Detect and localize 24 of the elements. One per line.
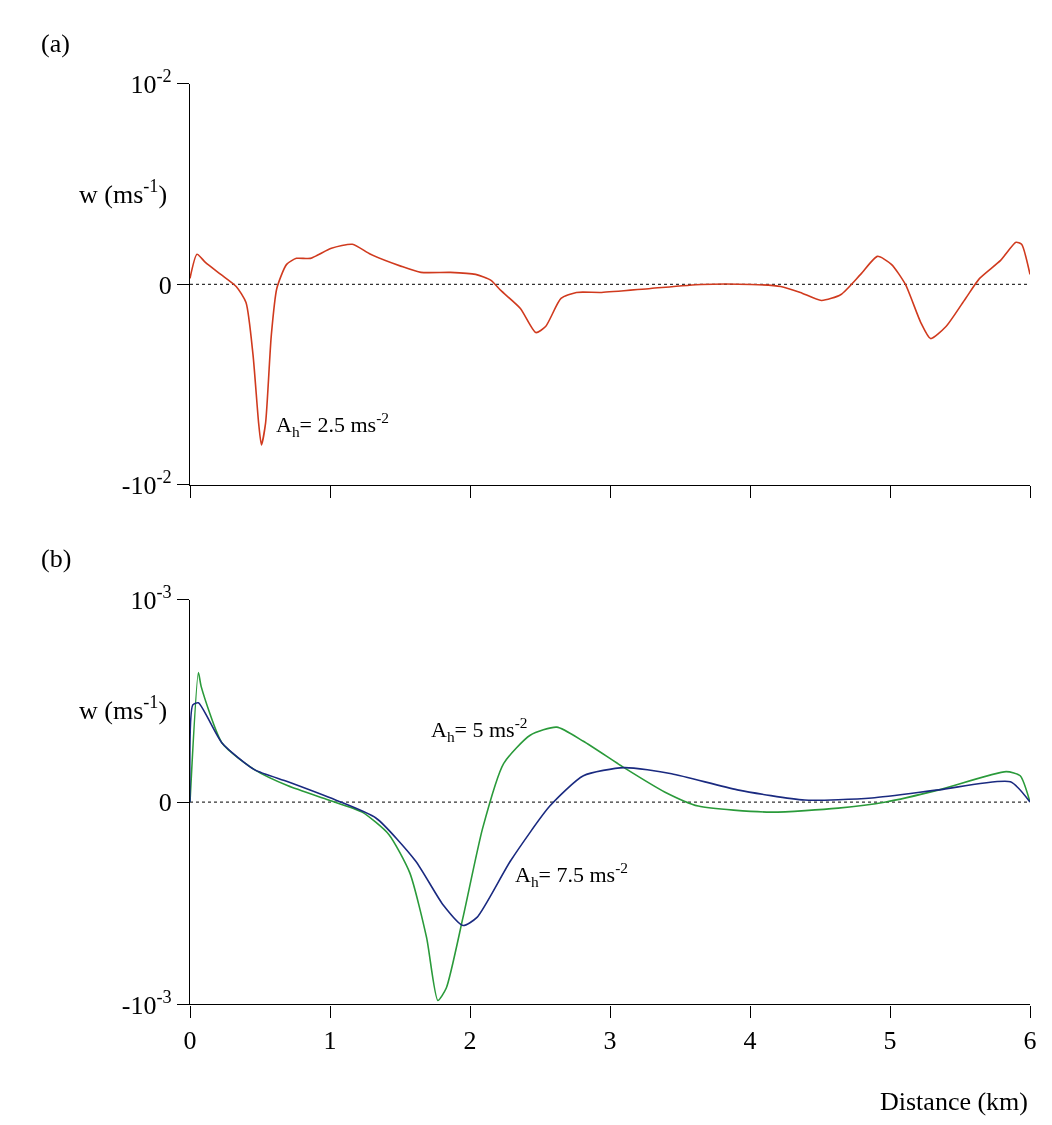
y-tick-label: 10$^{-2}$ [130, 66, 172, 99]
x-axis-title: Distance (km) [880, 1087, 1029, 1116]
y-axis-title: w (ms$^{-1}$) [79, 176, 168, 209]
annotation: A$_{h}$= 2.5 ms$^{-2}$ [276, 409, 390, 440]
y-tick-label: 10$^{-3}$ [130, 581, 172, 615]
x-tick-label: 3 [603, 1025, 617, 1055]
x-tick-label: 5 [883, 1025, 897, 1055]
x-tick-label: 6 [1023, 1025, 1037, 1055]
y-tick-label: 0 [158, 270, 172, 300]
line-series [190, 671, 1030, 1002]
annotation: A$_{h}$= 5 ms$^{-2}$ [431, 714, 528, 745]
chart-title: (b) [41, 544, 72, 573]
x-tick-label: 1 [323, 1025, 337, 1055]
chart-title: (a) [41, 29, 70, 58]
y-tick-label: -10$^{-2}$ [121, 467, 172, 501]
x-tick-label: 0 [183, 1025, 197, 1055]
y-axis-title: w (ms$^{-1}$) [79, 692, 168, 725]
y-tick-label: -10$^{-3}$ [121, 986, 172, 1020]
x-tick-label: 4 [743, 1025, 757, 1055]
line-series [190, 241, 1030, 446]
x-tick-label: 2 [463, 1025, 477, 1055]
annotation: A$_{h}$= 7.5 ms$^{-2}$ [515, 859, 629, 890]
y-tick-label: 0 [158, 788, 172, 818]
line-series [190, 702, 1030, 927]
